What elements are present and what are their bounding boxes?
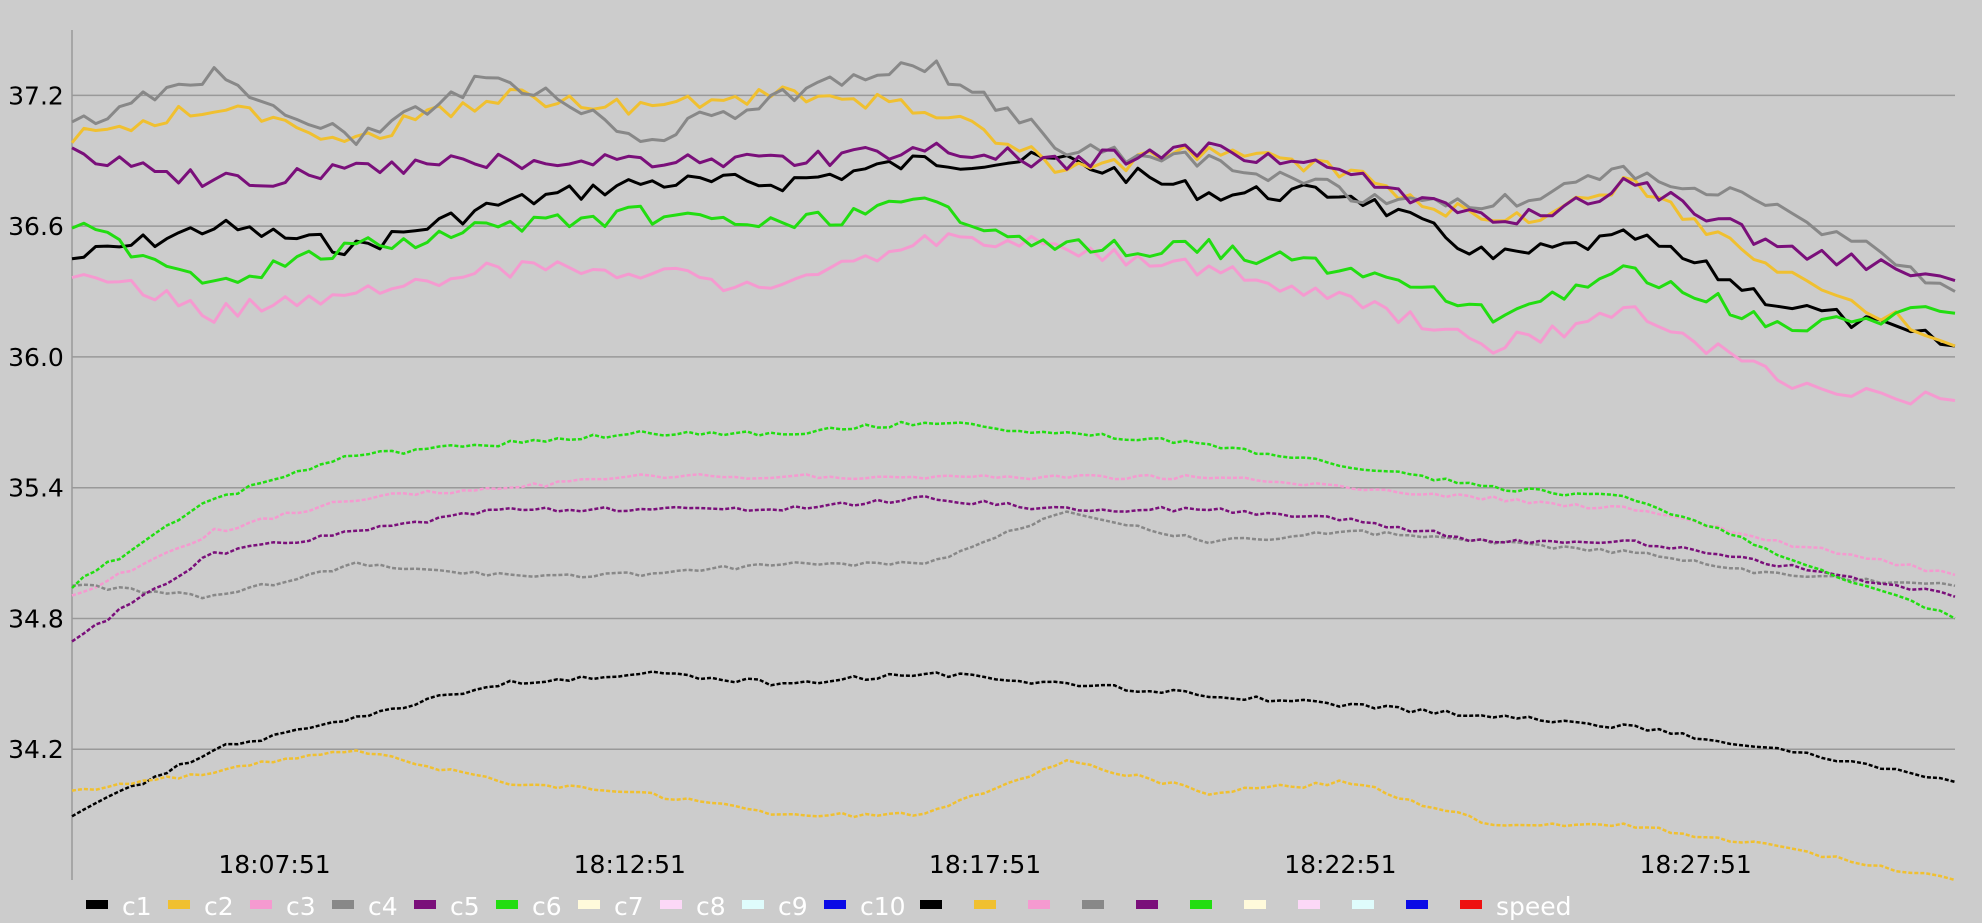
series-line-c1-dashed: [71, 670, 1956, 818]
legend-label: c9: [778, 892, 808, 921]
legend-label: c3: [286, 892, 316, 921]
series-line-c6-dashed: [71, 420, 1956, 620]
legend-label: c1: [122, 892, 152, 921]
legend-swatch: [86, 900, 108, 909]
legend-swatch: [660, 900, 682, 909]
legend-swatch: [824, 900, 846, 909]
legend-swatch: [1460, 900, 1482, 909]
legend-swatch: [742, 900, 764, 909]
series-line-c2: [70, 85, 1956, 348]
y-tick-labels: 34.2 34.8 35.4 36.0 36.6 37.2: [8, 81, 64, 764]
legend-label: c2: [204, 892, 234, 921]
legend-swatch: [1190, 900, 1212, 909]
legend-label: c10: [860, 892, 906, 921]
legend-swatch: [332, 900, 354, 909]
legend: c1 c2 c3 c4 c5 c6 c7 c8 c9 c10 speed: [86, 892, 1572, 921]
legend-label: c4: [368, 892, 398, 921]
legend-swatch: [1352, 900, 1374, 909]
series-line-c3-dashed: [71, 473, 1956, 597]
y-tick-label: 34.8: [8, 604, 64, 633]
legend-swatch: [1406, 900, 1428, 909]
x-tick-label: 18:12:51: [574, 850, 686, 879]
legend-swatch: [1136, 900, 1158, 909]
series-line-c5-dashed: [71, 494, 1956, 643]
x-tick-label: 18:17:51: [929, 850, 1041, 879]
x-tick-label: 18:22:51: [1284, 850, 1396, 879]
series-line-c6: [71, 196, 1956, 333]
y-tick-label: 36.0: [8, 343, 64, 372]
y-tick-label: 34.2: [8, 735, 64, 764]
legend-swatch: [250, 900, 272, 909]
legend-swatch: [414, 900, 436, 909]
y-tick-label: 35.4: [8, 474, 64, 503]
legend-swatch: [974, 900, 996, 909]
series-line-c1: [71, 150, 1956, 348]
legend-swatch: [496, 900, 518, 909]
series-line-c4: [71, 59, 1956, 293]
series-lines: [70, 59, 1956, 882]
x-tick-labels: 18:07:51 18:12:51 18:17:51 18:22:51 18:27:51: [218, 850, 1751, 879]
legend-label: speed: [1496, 892, 1572, 921]
legend-label: c8: [696, 892, 726, 921]
legend-swatch: [168, 900, 190, 909]
series-line-c3: [71, 232, 1956, 406]
legend-swatch: [920, 900, 942, 909]
legend-swatch: [1244, 900, 1266, 909]
legend-swatch: [578, 900, 600, 909]
legend-label: c7: [614, 892, 644, 921]
legend-swatch: [1298, 900, 1320, 909]
grid-lines: [72, 94, 1955, 750]
legend-swatch: [1028, 900, 1050, 909]
series-line-c5: [71, 141, 1956, 283]
x-tick-label: 18:27:51: [1640, 850, 1752, 879]
y-tick-label: 36.6: [8, 212, 64, 241]
legend-swatch: [1082, 900, 1104, 909]
legend-label: c6: [532, 892, 562, 921]
legend-label: c5: [450, 892, 480, 921]
x-tick-label: 18:07:51: [218, 850, 330, 879]
y-tick-label: 37.2: [8, 81, 64, 110]
series-line-c2-dashed: [71, 749, 1956, 882]
series-line-c4-dashed: [71, 510, 1956, 600]
